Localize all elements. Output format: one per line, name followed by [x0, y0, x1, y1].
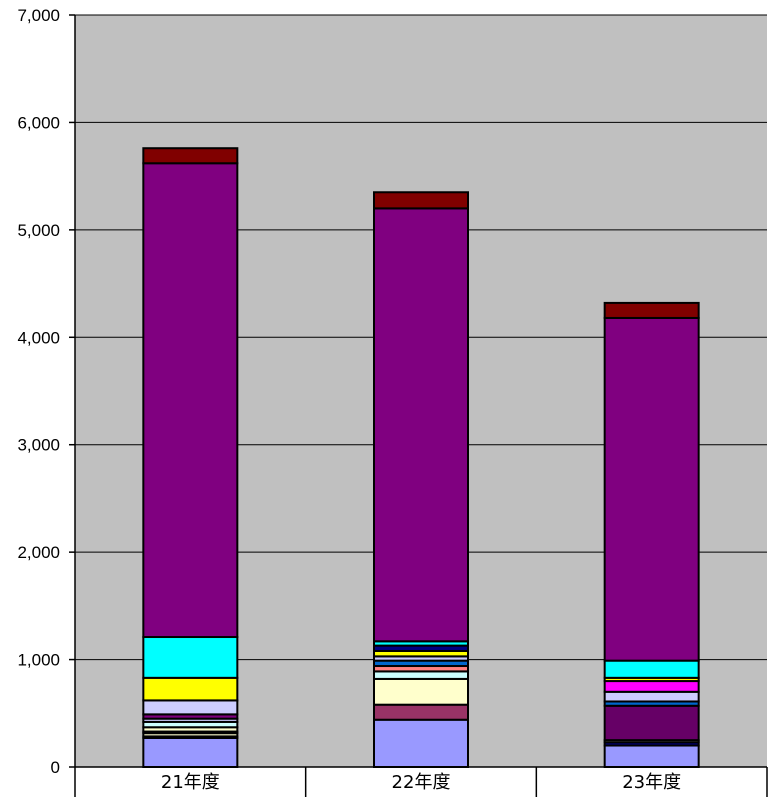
bar-segment-1-18 — [373, 191, 469, 210]
y-tick-label: 4,000 — [17, 328, 60, 347]
y-tick-label: 3,000 — [17, 436, 60, 455]
category-label: 21年度 — [161, 772, 220, 793]
y-tick-label: 1,000 — [17, 651, 60, 670]
bar-segment-1-3 — [373, 703, 469, 721]
bar-segment-0-17 — [142, 162, 239, 639]
bar-segment-2-18 — [603, 301, 700, 319]
bar-segment-1-17 — [373, 207, 469, 643]
y-tick-label: 0 — [51, 758, 60, 777]
category-label: 22年度 — [392, 772, 451, 793]
bar-segment-1-7 — [373, 670, 469, 680]
bar-segment-1-0 — [373, 718, 469, 769]
y-tick-label: 5,000 — [17, 221, 60, 240]
category-labels: 21年度 22年度 23年度 — [161, 772, 681, 793]
y-tick-label: 2,000 — [17, 543, 60, 562]
y-tick-label: 6,000 — [17, 113, 60, 132]
bar-segment-0-0 — [142, 736, 239, 768]
bar-segment-0-14 — [142, 676, 239, 702]
y-tick-labels: 0 1,000 2,000 3,000 4,000 5,000 6,000 7,000 — [17, 6, 60, 777]
bar-segment-2-0 — [603, 744, 700, 768]
bar-segment-0-13 — [142, 699, 239, 716]
bar-segment-1-5 — [373, 677, 469, 706]
category-label: 23年度 — [622, 772, 681, 793]
bar-segment-2-11 — [603, 680, 700, 693]
bar-segment-2-4 — [603, 704, 700, 742]
bar-segment-0-16 — [142, 636, 239, 679]
axes — [69, 14, 768, 797]
bar-segment-2-17 — [603, 316, 700, 662]
y-tick-label: 7,000 — [17, 6, 60, 25]
bar-segment-0-18 — [142, 147, 239, 165]
bars — [142, 147, 700, 769]
bar-segment-2-9 — [603, 690, 700, 703]
bar-segment-2-16 — [603, 659, 700, 679]
